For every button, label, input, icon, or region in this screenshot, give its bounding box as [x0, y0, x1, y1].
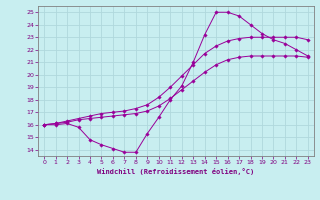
- X-axis label: Windchill (Refroidissement éolien,°C): Windchill (Refroidissement éolien,°C): [97, 168, 255, 175]
